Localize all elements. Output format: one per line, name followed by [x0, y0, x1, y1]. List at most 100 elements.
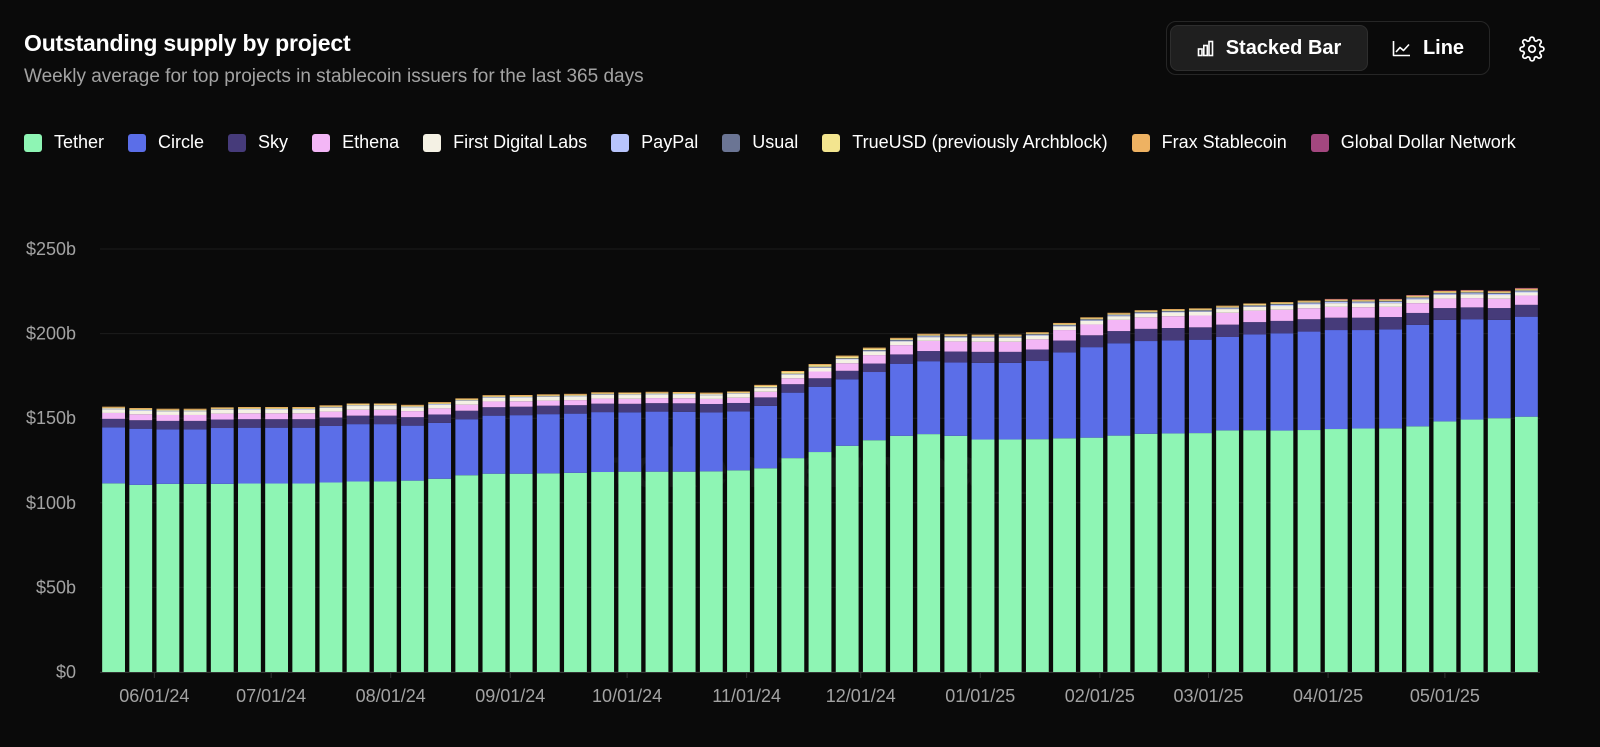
legend-item-trueusd-previously-archblock[interactable]: TrueUSD (previously Archblock): [822, 132, 1108, 153]
bar-segment-circle: [238, 427, 261, 484]
bar-segment-first-digital-labs: [862, 351, 886, 356]
bar-segment-first-digital-labs: [1025, 335, 1049, 340]
line-label: Line: [1422, 36, 1465, 59]
bar-stack[interactable]: [727, 391, 750, 672]
bar-stack[interactable]: [672, 391, 696, 672]
bar-segment-circle: [1216, 336, 1239, 431]
bar-segment-frax-stablecoin: [319, 405, 343, 407]
bar-stack[interactable]: [890, 337, 913, 672]
bar-stack[interactable]: [373, 403, 397, 672]
bar-stack[interactable]: [862, 347, 886, 672]
bar-segment-ethena: [1433, 298, 1457, 309]
bar-segment-sky: [1515, 304, 1538, 317]
legend-item-frax-stablecoin[interactable]: Frax Stablecoin: [1131, 132, 1287, 153]
bar-stack[interactable]: [346, 403, 370, 672]
bar-stack[interactable]: [1406, 295, 1430, 672]
bar-segment-circle: [699, 412, 723, 472]
bar-stack[interactable]: [183, 408, 207, 672]
bar-stack[interactable]: [645, 391, 669, 672]
bar-segment-usual: [1379, 301, 1402, 302]
bar-stack[interactable]: [102, 406, 125, 672]
bar-stack[interactable]: [998, 334, 1022, 672]
legend-item-ethena[interactable]: Ethena: [312, 132, 399, 153]
bar-stack[interactable]: [564, 393, 587, 672]
bar-segment-first-digital-labs: [482, 397, 506, 402]
stacked-bar-button[interactable]: Stacked Bar: [1170, 25, 1368, 71]
bar-segment-circle: [564, 413, 587, 473]
bar-stack[interactable]: [455, 398, 479, 672]
bar-stack[interactable]: [1107, 312, 1131, 672]
bar-stack[interactable]: [699, 392, 723, 672]
bar-segment-sky: [835, 370, 859, 380]
bar-stack[interactable]: [1243, 303, 1267, 672]
bar-stack[interactable]: [428, 402, 452, 672]
bar-segment-paypal: [618, 394, 642, 396]
bar-segment-sky: [373, 415, 397, 425]
bar-stack[interactable]: [292, 407, 316, 672]
gear-icon[interactable]: [1519, 36, 1545, 62]
bar-stack[interactable]: [238, 407, 261, 672]
bar-stack[interactable]: [1025, 332, 1049, 672]
bar-stack[interactable]: [1351, 299, 1375, 672]
bar-stack[interactable]: [401, 404, 424, 672]
bar-segment-ethena: [1216, 312, 1239, 325]
bar-stack[interactable]: [1487, 290, 1511, 672]
bar-segment-paypal: [862, 350, 886, 352]
bar-segment-sky: [156, 420, 180, 430]
bar-stack[interactable]: [1270, 302, 1294, 672]
bar-stack[interactable]: [1216, 305, 1239, 672]
bar-stack[interactable]: [1324, 298, 1348, 672]
bar-stack[interactable]: [971, 334, 995, 672]
bar-segment-circle: [129, 428, 153, 485]
bar-stack[interactable]: [917, 333, 941, 672]
bar-stack[interactable]: [319, 405, 343, 672]
bar-stack[interactable]: [591, 392, 615, 672]
bar-segment-frax-stablecoin: [591, 392, 615, 394]
bar-stack[interactable]: [536, 394, 560, 672]
bar-stack[interactable]: [156, 408, 180, 672]
line-button[interactable]: Line: [1371, 25, 1485, 71]
legend-item-tether[interactable]: Tether: [24, 132, 104, 153]
legend-item-paypal[interactable]: PayPal: [611, 132, 698, 153]
legend-item-circle[interactable]: Circle: [128, 132, 204, 153]
bar-stack[interactable]: [265, 407, 289, 672]
bar-stack[interactable]: [210, 407, 234, 672]
bar-stack[interactable]: [618, 392, 642, 672]
bar-segment-ethena: [781, 378, 805, 385]
bar-stack[interactable]: [781, 370, 805, 672]
bar-segment-usual: [1460, 292, 1484, 294]
bar-segment-paypal: [210, 409, 234, 410]
bar-stack[interactable]: [835, 355, 859, 672]
bar-stack[interactable]: [1379, 298, 1402, 672]
legend-item-first-digital-labs[interactable]: First Digital Labs: [423, 132, 587, 153]
bar-stack[interactable]: [1134, 310, 1158, 672]
legend-item-global-dollar-network[interactable]: Global Dollar Network: [1310, 132, 1516, 153]
bar-segment-ethena: [346, 409, 370, 416]
bar-stack[interactable]: [808, 364, 832, 672]
bar-stack[interactable]: [754, 384, 778, 672]
bar-stack[interactable]: [1161, 309, 1185, 672]
bar-segment-circle: [102, 427, 125, 484]
bar-stack[interactable]: [482, 395, 506, 672]
bar-stack[interactable]: [1460, 289, 1484, 672]
bar-segment-paypal: [917, 336, 941, 338]
bar-stack[interactable]: [1080, 317, 1104, 672]
bar-segment-sky: [781, 384, 805, 393]
bar-stack[interactable]: [1433, 290, 1457, 672]
bar-stack[interactable]: [509, 395, 533, 672]
legend-item-sky[interactable]: Sky: [228, 132, 288, 153]
bar-segment-ethena: [1351, 307, 1375, 318]
bar-segment-circle: [781, 392, 805, 459]
bar-segment-sky: [645, 403, 669, 412]
bar-stack[interactable]: [944, 334, 968, 672]
legend-item-usual[interactable]: Usual: [722, 132, 798, 153]
bar-segment-usual: [1053, 324, 1076, 326]
bar-stack[interactable]: [1188, 308, 1212, 672]
bar-segment-circle: [1297, 331, 1321, 431]
bar-stack[interactable]: [1297, 300, 1321, 672]
bar-stack[interactable]: [129, 408, 153, 672]
bar-segment-tether: [591, 472, 615, 672]
bar-stack[interactable]: [1515, 287, 1538, 672]
bar-segment-paypal: [944, 336, 968, 338]
bar-stack[interactable]: [1053, 322, 1076, 672]
